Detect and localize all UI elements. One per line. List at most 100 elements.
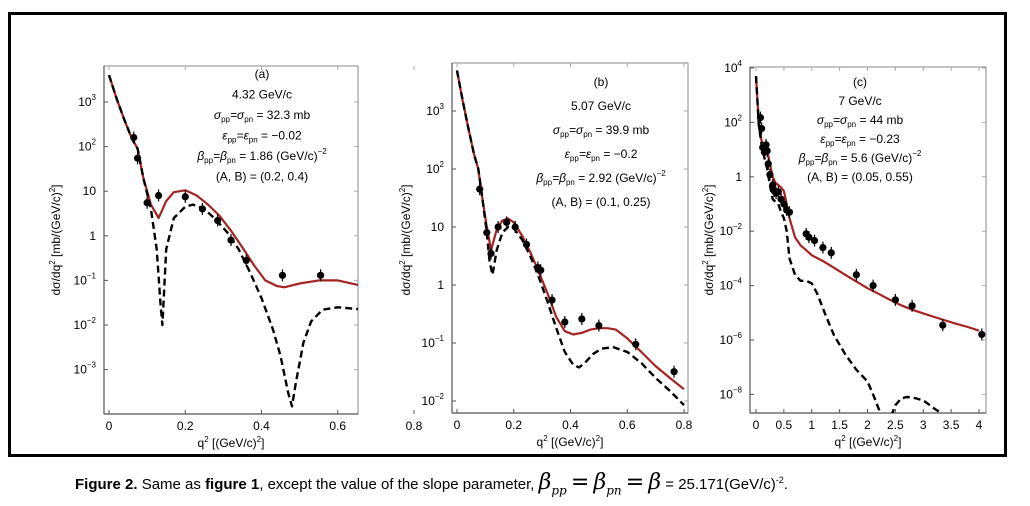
y-tick-label: 1 — [89, 229, 96, 243]
beta-value: = 1.86 (GeV/c) — [236, 149, 318, 163]
beta-exponent: −2 — [912, 149, 922, 158]
y-tick-label: 10−1 — [74, 271, 97, 287]
x-tick-label: 0 — [753, 418, 760, 432]
sub-pp: pp — [543, 178, 552, 187]
sub-pp: pp — [806, 158, 815, 167]
x-tick-label: 0.8 — [406, 419, 423, 433]
data-point — [785, 208, 794, 216]
sigma-param: σpp=σpn = 32.3 mb — [214, 108, 311, 124]
data-point — [537, 266, 545, 274]
y-tick-base: 10 — [431, 220, 445, 234]
sub-pp: pp — [204, 156, 213, 165]
y-tick-base: 10 — [720, 333, 734, 347]
data-point — [511, 223, 519, 231]
xlabel-q: q — [835, 435, 842, 449]
data-point — [487, 249, 495, 258]
y-tick-exponent: −4 — [733, 277, 743, 286]
xlabel-sup2: 2 — [894, 434, 899, 443]
dashed-model-curve — [455, 70, 685, 406]
xlabel-sup2: 2 — [596, 434, 601, 443]
data-point — [181, 193, 189, 201]
x-tick-label: 0.6 — [619, 418, 636, 432]
panel-label: (b) — [594, 75, 609, 89]
x-tick-label: 4 — [976, 418, 983, 432]
ylabel-sup: 2 — [701, 260, 710, 265]
x-tick-label: 0.2 — [505, 418, 522, 432]
x-tick-label: 0.8 — [676, 418, 693, 432]
caption-value: = 25.171(GeV/c)-2. — [665, 475, 788, 493]
data-point — [819, 243, 827, 252]
y-tick-label: 102 — [724, 113, 742, 129]
epsilon-symbol-2: =ε — [834, 132, 847, 146]
epsilon-value: = −0.2 — [600, 147, 638, 161]
x-tick-label: 3.5 — [943, 418, 960, 432]
beta-value: = 5.6 (GeV/c) — [837, 151, 912, 165]
epsilon-param: εpp=εpn = −0.2 — [565, 147, 638, 163]
x-tick-label: 0.4 — [253, 419, 270, 433]
sigma-value: = 32.3 mb — [253, 108, 310, 122]
data-point — [774, 188, 782, 196]
y-tick-base: 10 — [83, 184, 97, 198]
beta-symbol: β — [196, 149, 204, 163]
y-tick-base: 10 — [422, 394, 436, 408]
y-tick-label: 102 — [78, 138, 96, 154]
caption-period: . — [783, 476, 788, 493]
xlabel-unit: [(GeV/c) — [548, 435, 596, 449]
y-tick-base: 10 — [724, 115, 738, 129]
caption-text1: Same as — [141, 476, 201, 493]
data-point — [130, 133, 138, 142]
y-tick-base: 10 — [426, 162, 440, 176]
x-tick-label: 1 — [808, 418, 815, 432]
data-point — [978, 330, 986, 339]
data-point — [757, 124, 766, 133]
momentum-label: 5.07 GeV/c — [571, 99, 631, 113]
y-tick-exponent: −6 — [733, 331, 743, 340]
sigma-symbol-2: =σ — [230, 108, 245, 122]
y-tick-base: 1 — [735, 170, 742, 184]
caption-beta-pp: βpp — [539, 470, 567, 497]
epsilon-value: = −0.02 — [258, 129, 302, 143]
epsilon-param: εpp=εpn = −0.02 — [222, 129, 302, 145]
y-tick-exponent: −3 — [87, 361, 97, 370]
ylabel-sup: 2 — [48, 260, 57, 265]
x-tick-label: 2.5 — [887, 418, 904, 432]
y-tick-label: 10−1 — [422, 334, 445, 350]
ab-param: (A, B) = (0.05, 0.55) — [807, 170, 913, 184]
y-tick-label: 103 — [78, 93, 96, 109]
beta-symbol: β — [798, 151, 806, 165]
data-point — [891, 296, 899, 304]
x-tick-label: 1.5 — [831, 418, 848, 432]
sub-pp: pp — [228, 136, 237, 145]
caption-ref: figure 1 — [205, 476, 260, 493]
beta-symbol-2: =β — [814, 151, 828, 165]
plot-area — [754, 76, 986, 413]
dashed-model-curve — [754, 76, 944, 413]
x-tick-label: 0 — [106, 419, 113, 433]
dashed-model-curve — [107, 74, 358, 408]
y-tick-exponent: −2 — [435, 392, 445, 401]
caption-text2: , except the value of the slope paramete… — [259, 476, 535, 493]
momentum-label: 4.32 GeV/c — [232, 88, 292, 102]
beta-value: = 2.92 (GeV/c) — [575, 171, 657, 185]
data-point — [522, 240, 531, 249]
y-axis-label: dσ/dq2 [mb/(GeV/c)2] — [701, 184, 716, 295]
data-point — [595, 321, 603, 330]
epsilon-value: = −0.23 — [856, 132, 900, 146]
panel-label: (c) — [853, 75, 867, 89]
data-point — [762, 141, 770, 149]
sub-pn: pn — [828, 158, 837, 167]
data-point — [764, 160, 772, 168]
caption-label: Figure 2. — [75, 476, 138, 493]
y-tick-label: 10−2 — [74, 316, 97, 332]
data-point — [670, 368, 678, 376]
sub-pn: pn — [566, 178, 575, 187]
sigma-param: σpp=σpn = 44 mb — [817, 113, 904, 129]
ylabel-sup2: 2 — [701, 187, 710, 192]
ylabel-unit: [mb/(GeV/c) — [399, 192, 413, 260]
epsilon-param: εpp=εpn = −0.23 — [820, 132, 900, 148]
y-tick-base: 10 — [78, 140, 92, 154]
epsilon-symbol-2: =ε — [579, 147, 592, 161]
data-point — [143, 199, 151, 207]
